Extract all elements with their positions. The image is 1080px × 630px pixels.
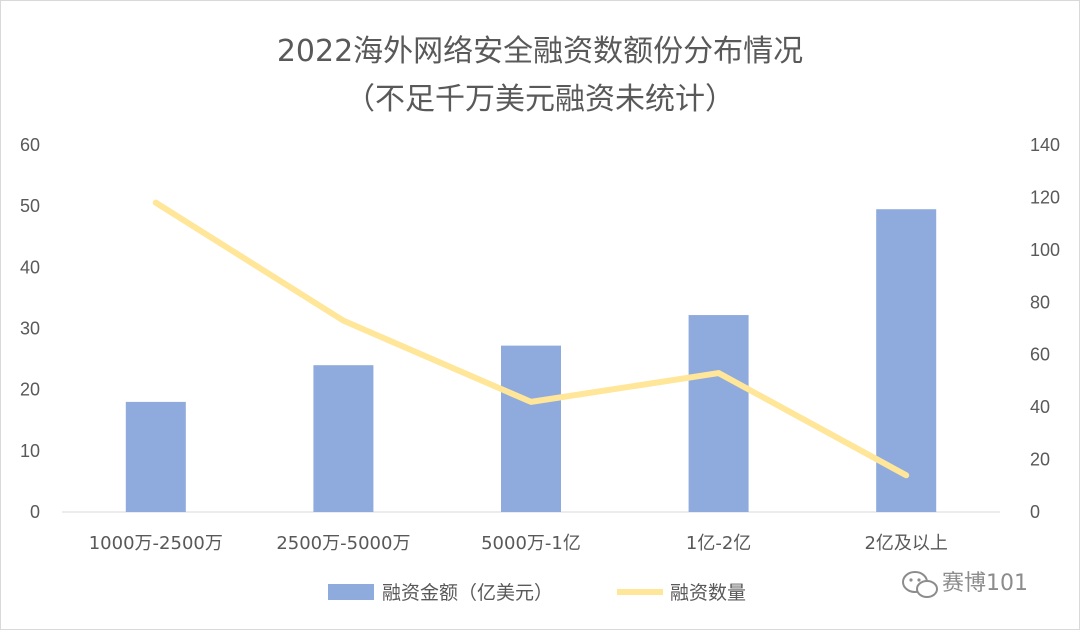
left-tick-label: 60 bbox=[20, 135, 40, 155]
category-label: 2亿及以上 bbox=[864, 533, 947, 554]
right-tick-label: 60 bbox=[1030, 345, 1050, 365]
watermark: 赛博101 bbox=[902, 571, 1028, 598]
right-tick-label: 140 bbox=[1030, 135, 1060, 155]
chart-title: 2022海外网络安全融资数额份分布情况 （不足千万美元融资未统计） bbox=[0, 28, 1080, 124]
legend-label-line: 融资数量 bbox=[670, 582, 746, 604]
category-axis: 1000万-2500万 2500万-5000万 5000万-1亿 1亿-2亿 2亿及以上 bbox=[89, 533, 948, 554]
category-label: 2500万-5000万 bbox=[276, 533, 410, 554]
legend-swatch-bar bbox=[328, 584, 374, 600]
right-tick-label: 40 bbox=[1030, 397, 1050, 417]
left-tick-label: 20 bbox=[20, 380, 40, 400]
bar bbox=[313, 365, 374, 512]
right-axis: 0 20 40 60 80 100 120 140 bbox=[1030, 135, 1060, 522]
wechat-icon bbox=[902, 571, 938, 598]
right-tick-label: 100 bbox=[1030, 240, 1060, 260]
category-label: 5000万-1亿 bbox=[481, 533, 581, 554]
left-axis: 0 10 20 30 40 50 60 bbox=[20, 135, 40, 522]
left-tick-label: 50 bbox=[20, 196, 40, 216]
legend-label-bar: 融资金额（亿美元） bbox=[382, 582, 553, 604]
chart-title-line2: （不足千万美元融资未统计） bbox=[345, 82, 735, 117]
left-tick-label: 40 bbox=[20, 257, 40, 277]
bar-series bbox=[125, 209, 937, 512]
bar bbox=[125, 401, 186, 512]
right-tick-label: 0 bbox=[1030, 502, 1040, 522]
left-tick-label: 10 bbox=[20, 441, 40, 461]
right-tick-label: 20 bbox=[1030, 450, 1050, 470]
watermark-text: 赛博101 bbox=[942, 571, 1028, 596]
category-label: 1000万-2500万 bbox=[89, 533, 223, 554]
chart-title-line1: 2022海外网络安全融资数额份分布情况 bbox=[276, 34, 804, 69]
line-series bbox=[152, 199, 910, 479]
left-tick-label: 0 bbox=[30, 502, 40, 522]
right-tick-label: 120 bbox=[1030, 187, 1060, 207]
left-tick-label: 30 bbox=[20, 319, 40, 339]
category-label: 1亿-2亿 bbox=[686, 533, 751, 554]
bar bbox=[688, 315, 749, 512]
legend: 融资金额（亿美元） 融资数量 bbox=[328, 582, 746, 604]
bar bbox=[501, 345, 561, 512]
right-tick-label: 80 bbox=[1030, 292, 1050, 312]
